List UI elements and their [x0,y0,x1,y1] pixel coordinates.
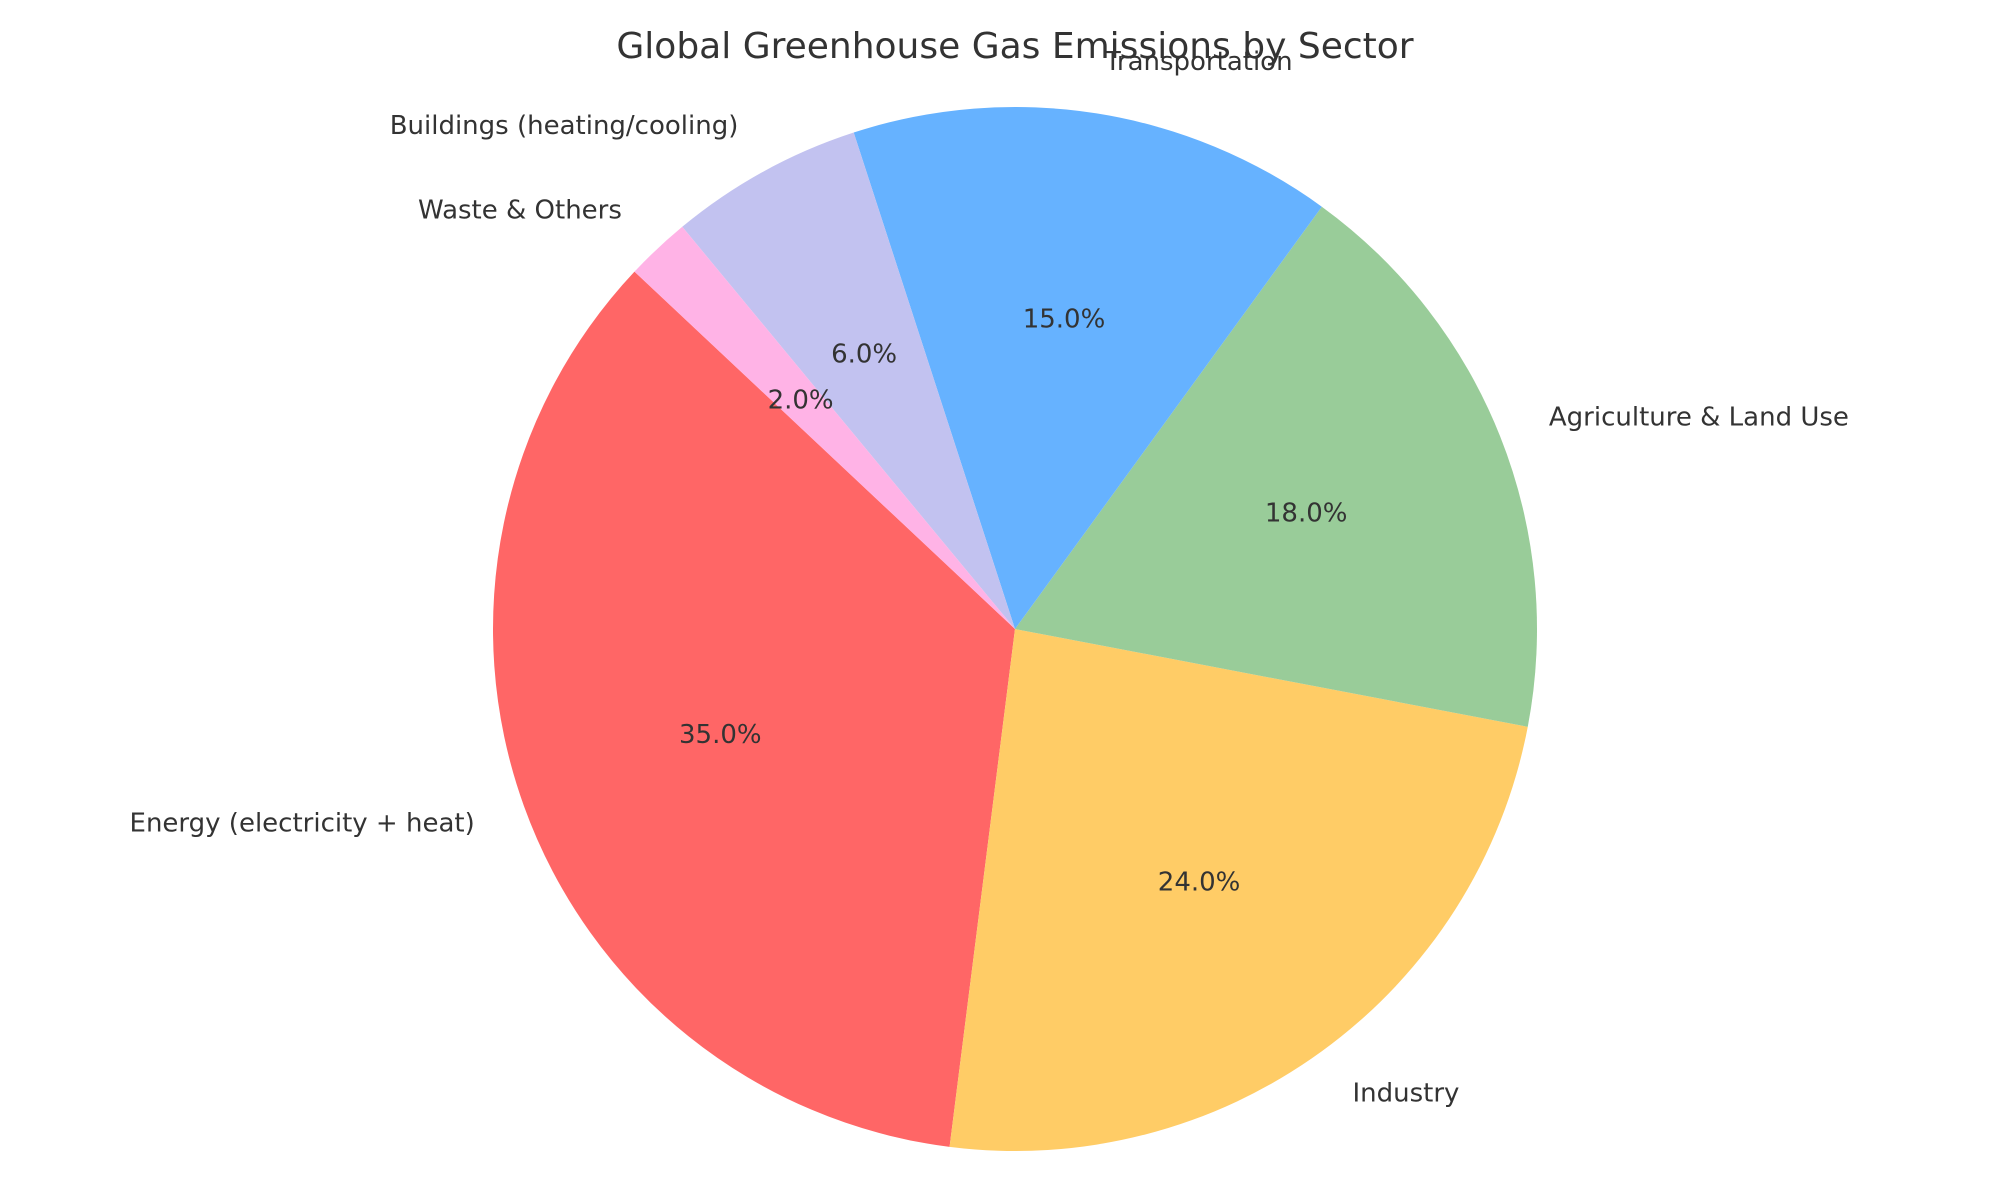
slice-label-buildings-heating-cooling: Buildings (heating/cooling) [390,111,739,141]
slice-label-transportation: Transportation [1104,47,1293,77]
pct-label-transportation: 15.0% [1023,305,1106,335]
slices-layer [492,106,1537,1152]
pie-slice-agriculture-land-use [1015,206,1537,727]
pie-slice-transportation [853,106,1322,629]
pct-label-waste-others: 2.0% [768,386,834,416]
pie-slice-buildings-heating-cooling [682,132,1015,629]
pie-slice-waste-others [634,226,1015,629]
pct-label-agriculture-land-use: 18.0% [1265,499,1348,529]
labels-layer: 35.0% Energy (electricity + heat) 24.0% Ind… [130,47,1849,1109]
slice-label-waste-others: Waste & Others [418,195,622,225]
pct-label-energy-electricity-heat: 35.0% [679,720,762,750]
pct-label-buildings-heating-cooling: 6.0% [831,340,897,370]
pie-slice-energy-electricity-heat [492,271,1015,1147]
chart-title: Global Greenhouse Gas Emissions by Secto… [616,26,1413,67]
slice-label-energy-electricity-heat: Energy (electricity + heat) [130,809,475,839]
pct-label-industry: 24.0% [1158,867,1241,897]
slice-label-agriculture-land-use: Agriculture & Land Use [1549,403,1849,433]
slice-label-industry: Industry [1353,1079,1460,1109]
pie-slice-industry [949,629,1528,1152]
